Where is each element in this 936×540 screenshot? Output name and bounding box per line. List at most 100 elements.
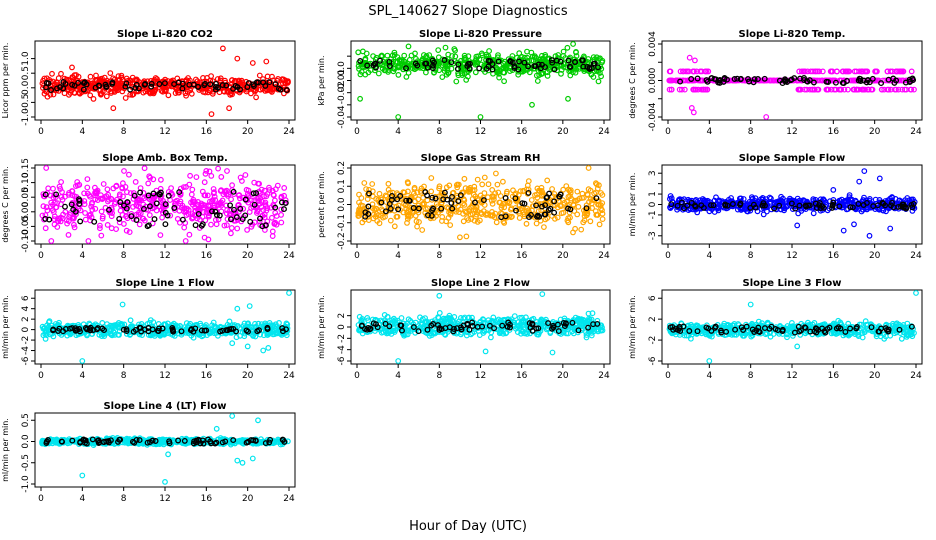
data-point: [390, 327, 397, 334]
data-point: [445, 51, 452, 58]
data-point: [668, 86, 675, 93]
data-point: [586, 327, 593, 334]
data-point: [101, 74, 108, 81]
y-tick-label: 2: [337, 313, 347, 319]
data-point: [681, 86, 688, 93]
data-point: [186, 231, 193, 238]
hourly-point: [202, 80, 208, 87]
y-tick-label: -6: [648, 356, 658, 365]
data-point: [81, 190, 87, 197]
data-point: [189, 186, 196, 193]
hourly-point: [796, 202, 803, 209]
outlier-point: [477, 114, 484, 120]
data-point: [141, 217, 148, 224]
hourly-point: [388, 196, 395, 203]
hourly-point: [62, 203, 68, 210]
hourly-point: [148, 80, 155, 87]
hourly-point: [450, 328, 457, 335]
data-point: [261, 332, 267, 339]
hourly-point: [565, 57, 572, 64]
data-point: [486, 48, 493, 54]
data-point: [558, 70, 564, 77]
data-point: [715, 198, 721, 205]
data-point: [528, 57, 535, 64]
x-tick-label: 12: [159, 127, 170, 137]
data-point: [355, 210, 362, 217]
hourly-point: [849, 204, 856, 211]
hourly-point: [164, 212, 171, 219]
data-point: [496, 67, 503, 74]
outlier-point: [851, 221, 857, 228]
outlier-point: [436, 292, 443, 299]
hourly-point: [771, 205, 778, 212]
data-point: [705, 68, 711, 75]
hourly-point: [516, 58, 522, 65]
outlier-point: [585, 165, 592, 171]
data-point: [51, 221, 58, 228]
hourly-point: [145, 192, 152, 199]
outlier-point: [856, 178, 863, 185]
data-point: [583, 332, 590, 338]
data-point: [666, 77, 673, 84]
data-point: [164, 320, 171, 327]
data-point: [224, 168, 230, 174]
outlier-point: [69, 64, 75, 71]
data-point: [515, 71, 522, 78]
hourly-point: [223, 327, 230, 334]
data-point: [446, 315, 453, 321]
outlier-point: [482, 348, 489, 355]
data-point: [376, 220, 383, 227]
hourly-point: [278, 199, 285, 206]
hourly-point: [489, 66, 496, 73]
hourly-point: [545, 207, 552, 213]
y-tick-label: -2: [337, 334, 347, 343]
data-point: [229, 182, 236, 189]
data-point: [87, 92, 94, 99]
data-point: [363, 186, 370, 193]
hourly-point: [54, 85, 60, 92]
data-point: [706, 208, 713, 215]
x-tick-label: 24: [910, 127, 922, 137]
hourly-point: [721, 75, 728, 81]
data-point: [701, 86, 707, 93]
data-point: [360, 202, 366, 209]
data-point: [567, 193, 573, 200]
hourly-point: [412, 60, 419, 67]
outlier-point: [690, 109, 697, 116]
hourly-point: [442, 325, 449, 332]
hourly-point: [890, 75, 897, 82]
x-tick-label: 0: [354, 127, 360, 137]
data-point: [361, 180, 368, 186]
x-tick-label: 16: [516, 251, 528, 261]
outlier-point: [529, 101, 535, 108]
data-point: [118, 83, 125, 90]
data-point: [911, 86, 917, 93]
data-point: [846, 192, 853, 199]
panel-3: Slope Li-820 Temp.degrees C per min.0 4 8 1…: [628, 29, 923, 137]
data-point: [262, 199, 269, 206]
y-axis-label: degrees C per min.: [1, 166, 10, 242]
data-point: [535, 331, 542, 338]
x-tick-label: 16: [516, 371, 528, 381]
data-point: [85, 238, 92, 244]
data-point: [463, 332, 470, 339]
hourly-point: [116, 215, 123, 222]
outlier-point: [234, 55, 241, 62]
hourly-point: [832, 79, 839, 86]
data-point: [82, 210, 88, 216]
data-point: [119, 184, 125, 191]
hourly-point: [761, 202, 768, 209]
data-point: [59, 189, 65, 195]
data-point: [862, 68, 869, 75]
hourly-point: [855, 200, 862, 207]
data-point: [206, 198, 213, 205]
data-point: [111, 200, 118, 207]
data-point: [426, 333, 433, 339]
hourly-point: [223, 82, 230, 89]
data-point: [573, 49, 579, 55]
data-point: [138, 197, 145, 204]
panel-title: Slope Li-820 Temp.: [739, 29, 846, 40]
hourly-point: [245, 80, 252, 87]
data-point: [497, 317, 504, 324]
